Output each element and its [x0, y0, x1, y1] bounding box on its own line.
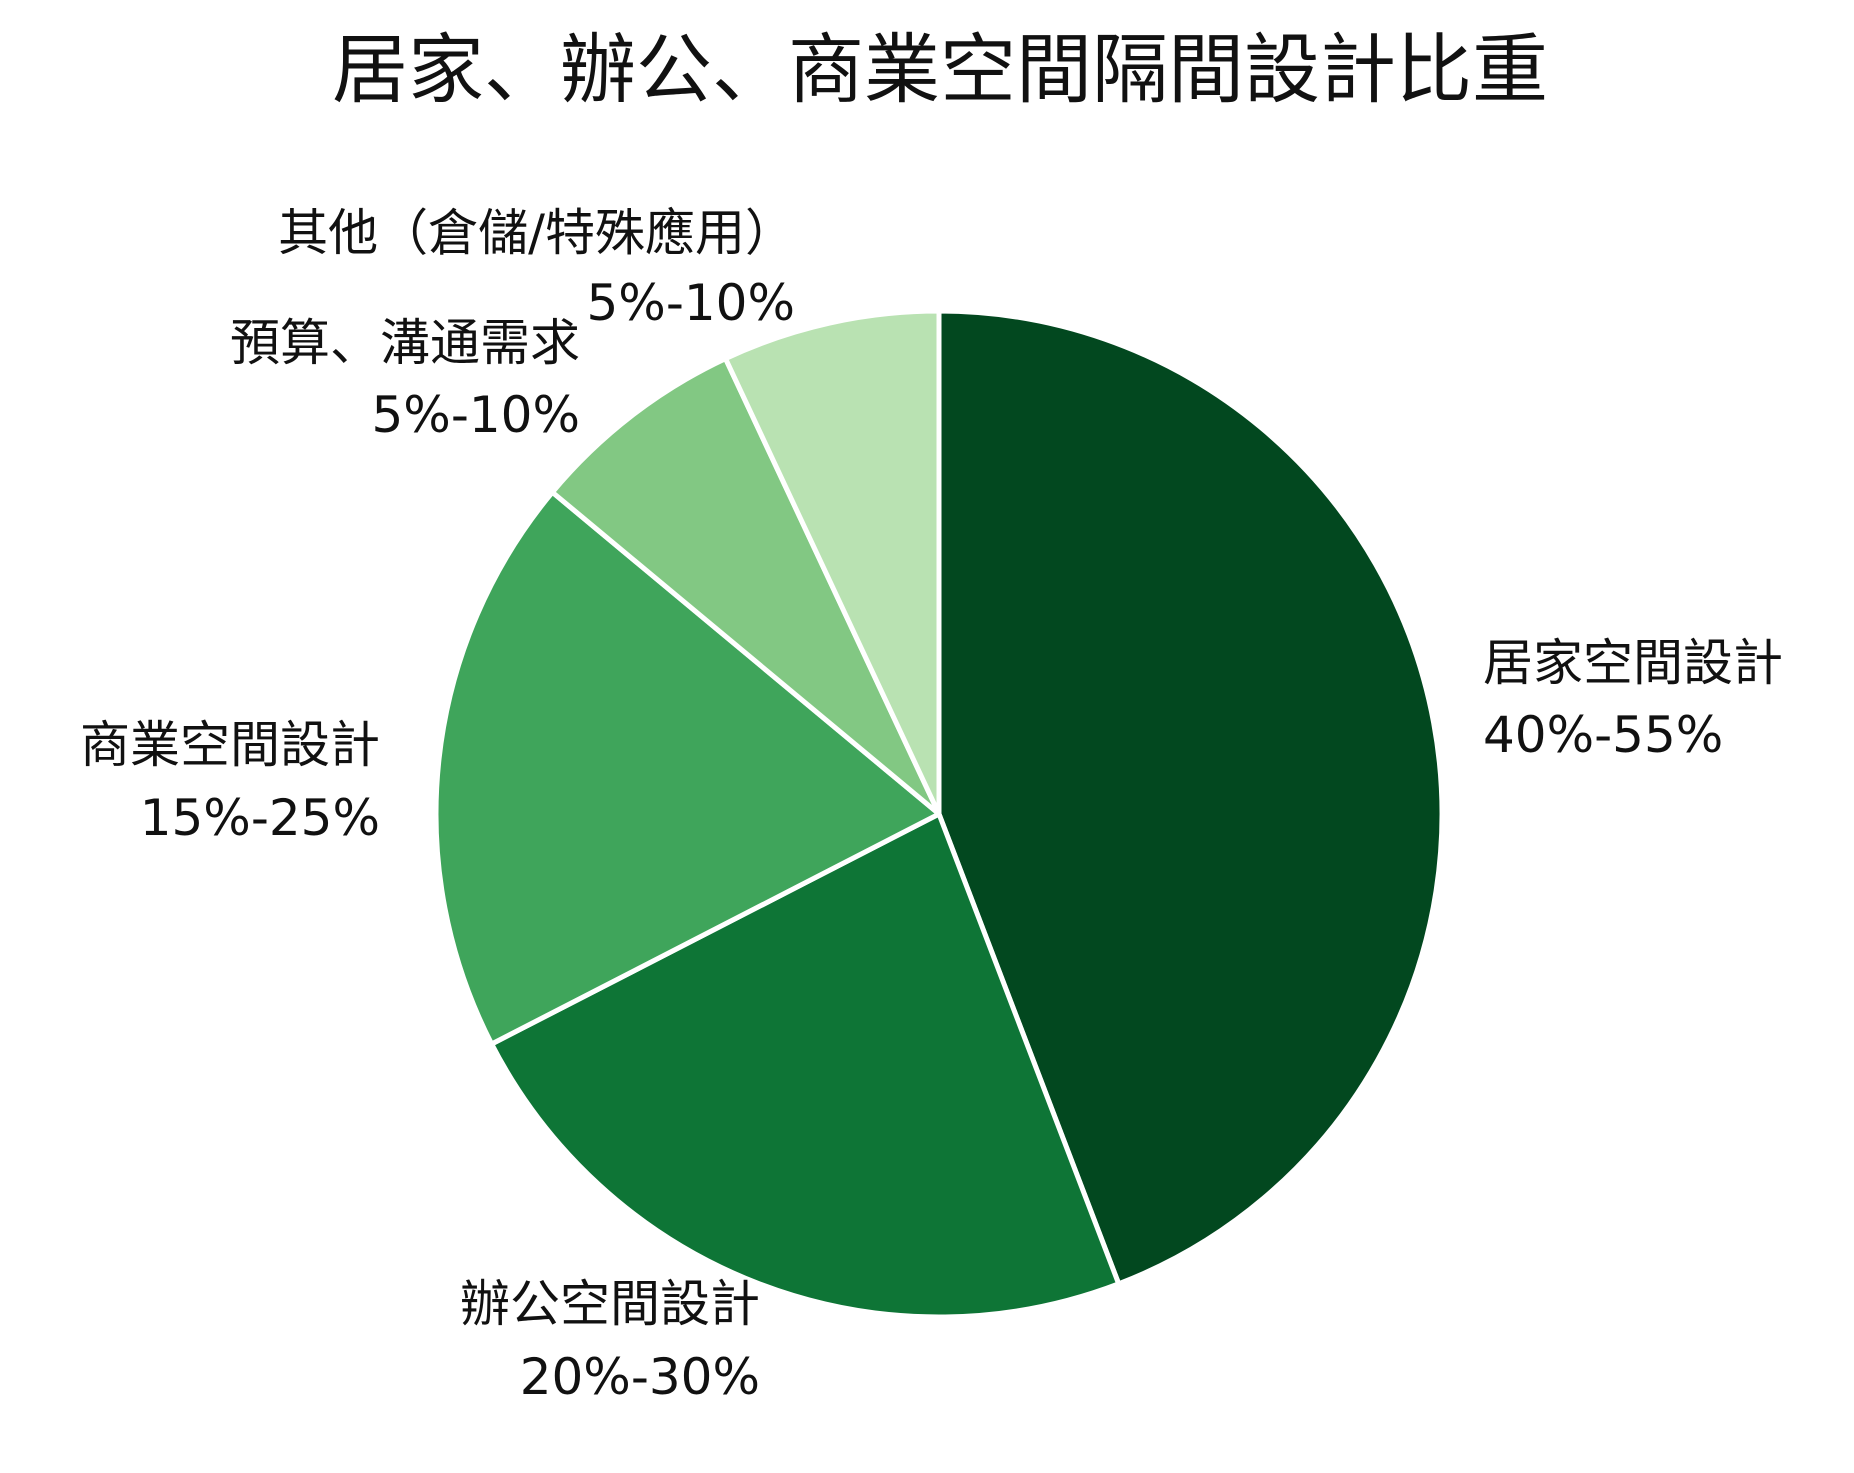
slice-range-other: 5%-10%: [587, 274, 796, 332]
slice-labels: 居家空間設計 40%-55% 辦公空間設計 20%-30% 商業空間設計 15%-25% 預…: [80, 204, 1783, 1406]
pie-slice-home: [936, 308, 1445, 1287]
chart-title: 居家、辦公、商業空間隔間設計比重: [332, 25, 1548, 114]
slice-range-budget: 5%-10%: [372, 386, 581, 444]
pie-slices: [433, 308, 1445, 1320]
slice-label-budget: 預算、溝通需求: [230, 314, 580, 372]
slice-range-office: 20%-30%: [520, 1348, 760, 1406]
pie-slice-other: [722, 308, 942, 817]
slice-label-commercial: 商業空間設計: [80, 716, 380, 774]
pie-slice-commercial: [433, 489, 942, 1047]
slice-label-home: 居家空間設計: [1483, 634, 1783, 692]
slice-label-other: 其他（倉儲/特殊應用）: [278, 204, 795, 262]
slice-range-commercial: 15%-25%: [140, 789, 380, 847]
pie-slice-office: [489, 811, 1122, 1320]
pie-slice-budget: [549, 356, 942, 817]
slice-range-home: 40%-55%: [1483, 706, 1723, 764]
slice-label-office: 辦公空間設計: [460, 1275, 760, 1333]
